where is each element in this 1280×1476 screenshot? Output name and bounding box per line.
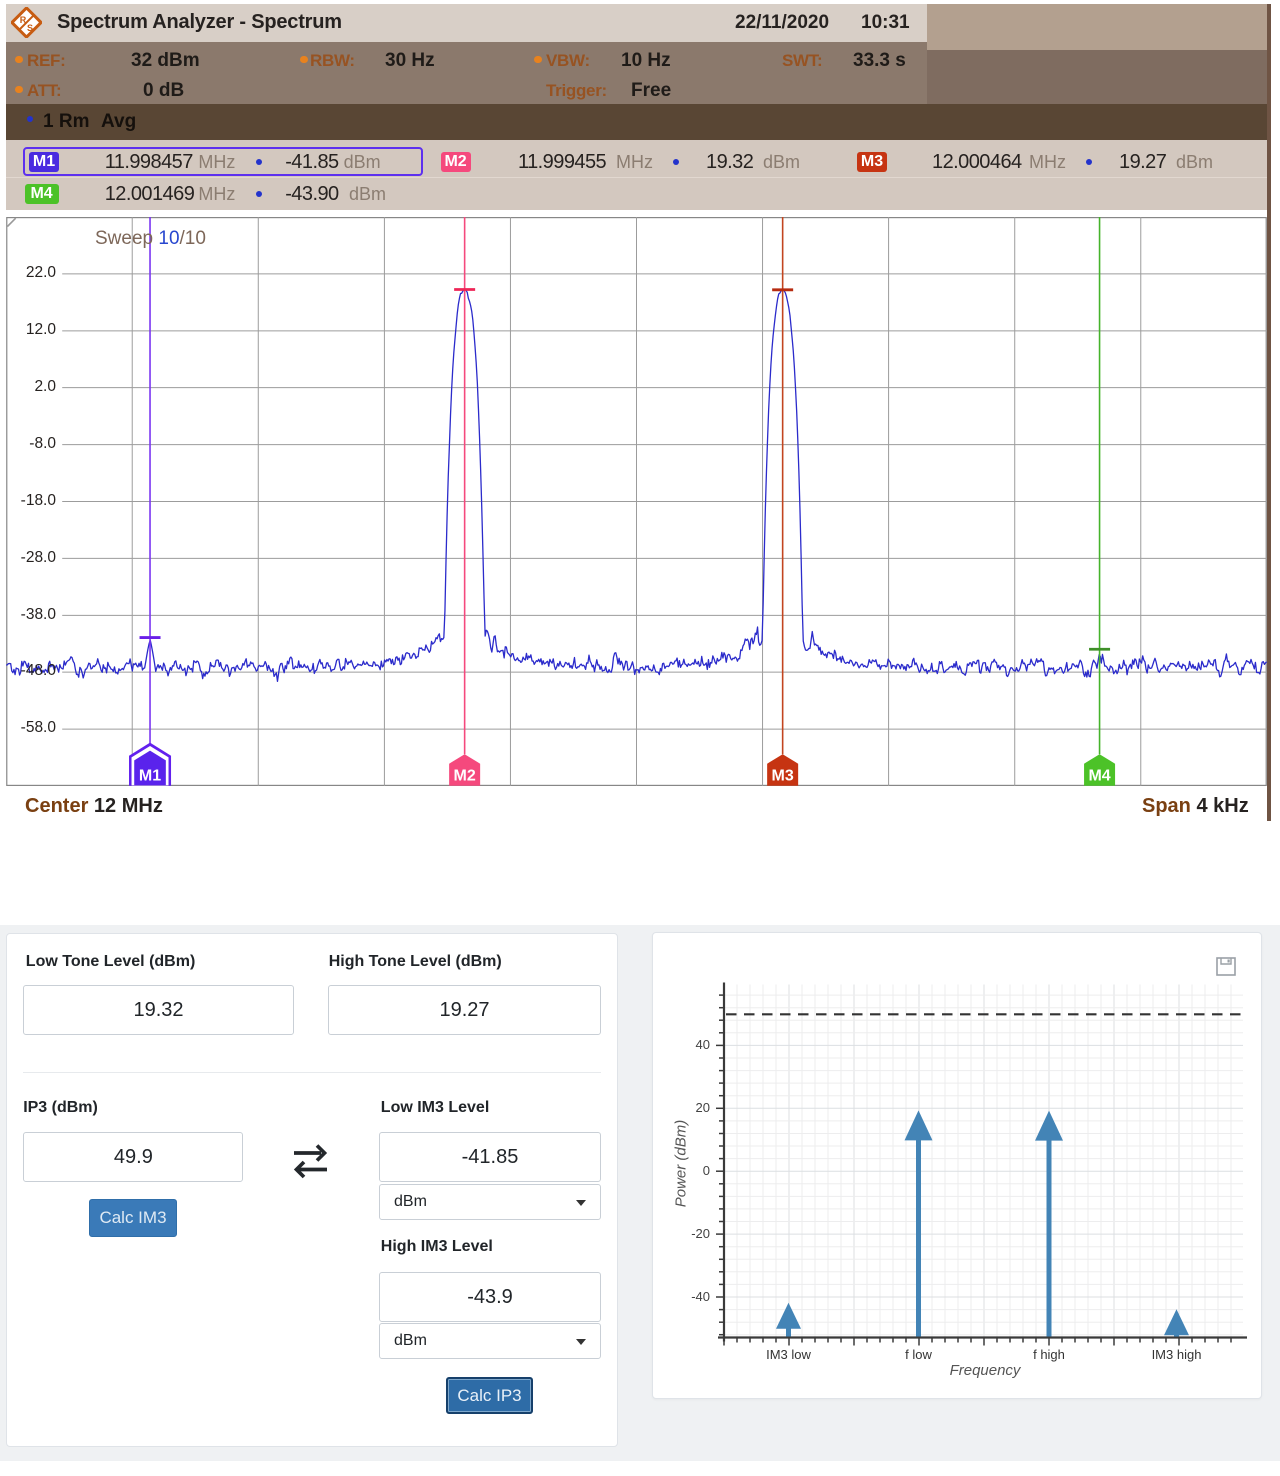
svg-text:R: R bbox=[20, 15, 27, 25]
svg-text:S: S bbox=[27, 23, 33, 33]
svg-text:M3: M3 bbox=[772, 767, 794, 784]
svg-text:M4: M4 bbox=[1089, 767, 1111, 784]
svg-text:M2: M2 bbox=[454, 767, 476, 784]
svg-text:M1: M1 bbox=[139, 767, 161, 784]
